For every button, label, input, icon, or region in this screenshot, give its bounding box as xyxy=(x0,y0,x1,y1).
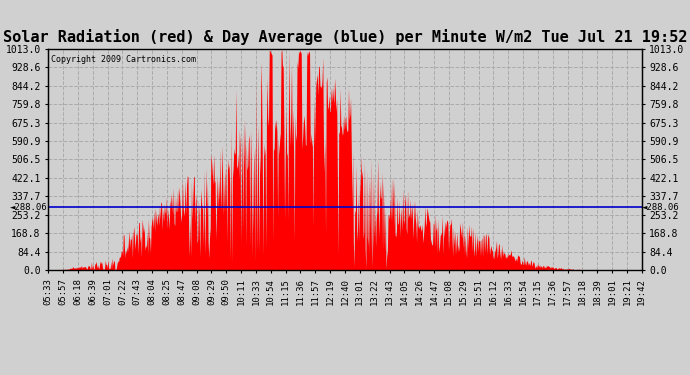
Title: Solar Radiation (red) & Day Average (blue) per Minute W/m2 Tue Jul 21 19:52: Solar Radiation (red) & Day Average (blu… xyxy=(3,29,687,45)
Text: ◄288.06: ◄288.06 xyxy=(10,202,48,211)
Text: ◄288.06: ◄288.06 xyxy=(642,202,680,211)
Text: Copyright 2009 Cartronics.com: Copyright 2009 Cartronics.com xyxy=(51,56,196,64)
